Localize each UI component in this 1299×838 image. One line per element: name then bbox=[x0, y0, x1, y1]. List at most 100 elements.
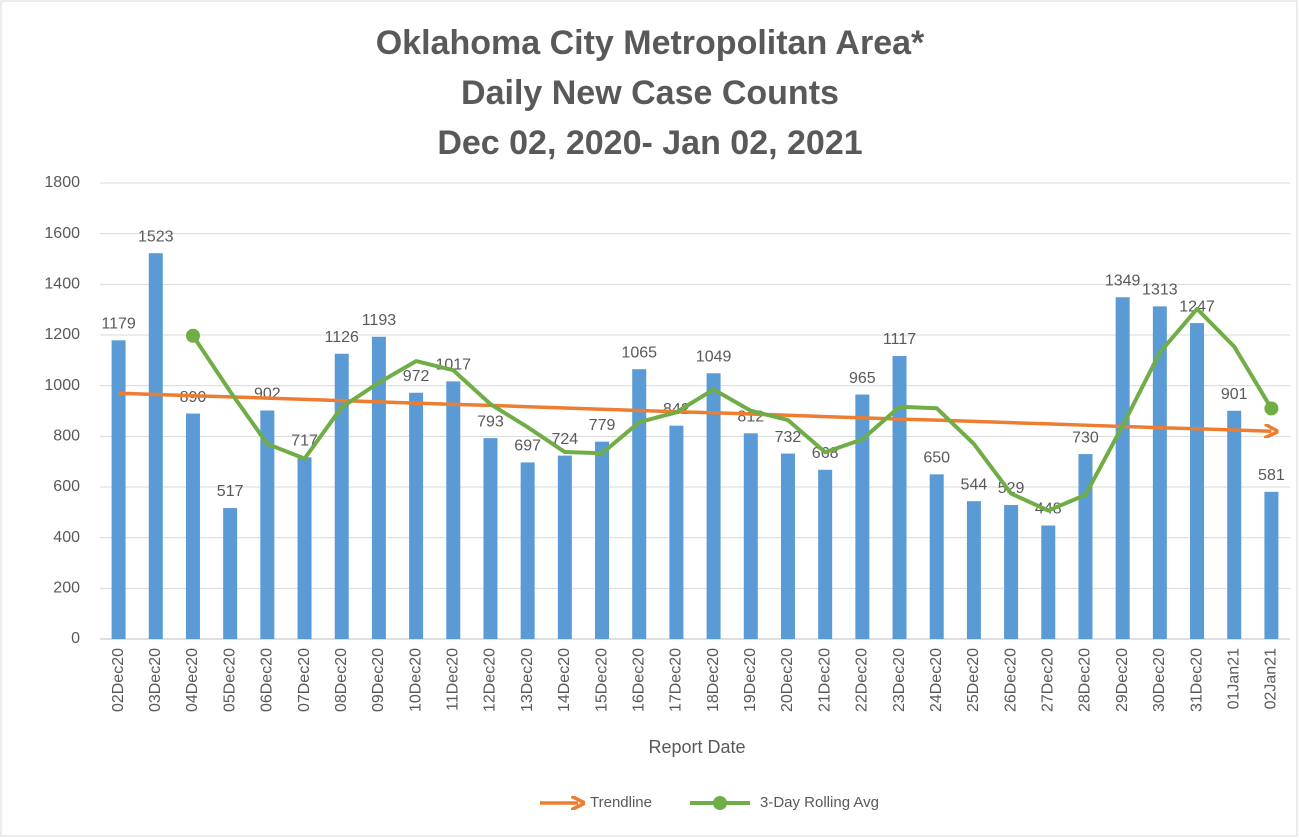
x-tick-label: 04Dec20 bbox=[184, 648, 201, 712]
x-tick-label: 11Dec20 bbox=[445, 648, 462, 711]
chart-title: Dec 02, 2020- Jan 02, 2021 bbox=[437, 124, 862, 162]
bar bbox=[557, 455, 572, 639]
data-label: 901 bbox=[1221, 386, 1248, 403]
bar bbox=[929, 474, 944, 639]
bar bbox=[334, 353, 349, 639]
bar bbox=[185, 413, 200, 639]
x-tick-label: 19Dec20 bbox=[742, 648, 759, 712]
x-tick-label: 10Dec20 bbox=[407, 648, 424, 712]
bar bbox=[780, 453, 795, 639]
x-tick-label: 01Jan21 bbox=[1225, 648, 1242, 709]
data-label: 902 bbox=[254, 386, 281, 403]
x-tick-label: 24Dec20 bbox=[928, 648, 945, 712]
series-marker bbox=[185, 328, 200, 343]
legend-swatch bbox=[713, 796, 727, 810]
trendline bbox=[118, 391, 1272, 431]
bar bbox=[1041, 525, 1056, 639]
x-tick-label: 02Dec20 bbox=[110, 648, 127, 712]
x-tick-label: 22Dec20 bbox=[854, 648, 871, 712]
data-label: 732 bbox=[775, 429, 802, 446]
y-tick-label: 200 bbox=[53, 580, 80, 597]
data-label: 779 bbox=[589, 417, 616, 434]
x-tick-label: 17Dec20 bbox=[668, 648, 685, 712]
y-tick-label: 400 bbox=[53, 529, 80, 546]
x-tick-label: 30Dec20 bbox=[1151, 648, 1168, 712]
bar bbox=[1115, 297, 1130, 639]
data-label: 724 bbox=[551, 431, 578, 448]
bar bbox=[1152, 306, 1167, 639]
data-label: 1126 bbox=[325, 329, 360, 346]
x-tick-label: 16Dec20 bbox=[630, 648, 647, 712]
y-tick-label: 1400 bbox=[44, 276, 80, 293]
y-tick-label: 1600 bbox=[44, 225, 80, 242]
data-label: 650 bbox=[923, 450, 950, 467]
y-tick-label: 800 bbox=[53, 428, 80, 445]
bar bbox=[892, 356, 907, 639]
data-label: 544 bbox=[961, 476, 988, 493]
x-tick-label: 12Dec20 bbox=[482, 648, 499, 712]
bar bbox=[223, 508, 238, 639]
bar bbox=[1190, 323, 1205, 639]
y-tick-label: 600 bbox=[53, 478, 80, 495]
bar bbox=[669, 425, 684, 639]
y-tick-label: 0 bbox=[71, 630, 80, 647]
x-tick-label: 07Dec20 bbox=[296, 648, 313, 712]
data-label: 1117 bbox=[883, 331, 916, 348]
x-tick-label: 21Dec20 bbox=[816, 648, 833, 712]
data-label: 717 bbox=[291, 433, 318, 450]
x-tick-label: 03Dec20 bbox=[147, 648, 164, 712]
x-tick-label: 20Dec20 bbox=[779, 648, 796, 712]
x-tick-label: 29Dec20 bbox=[1114, 648, 1131, 712]
legend-label: Trendline bbox=[590, 794, 652, 811]
data-label: 697 bbox=[514, 438, 541, 455]
x-tick-label: 23Dec20 bbox=[891, 648, 908, 712]
x-axis-label: Report Date bbox=[648, 737, 745, 757]
data-label: 1349 bbox=[1105, 272, 1141, 289]
x-tick-label: 13Dec20 bbox=[519, 648, 536, 712]
bar bbox=[371, 336, 386, 639]
bar bbox=[260, 410, 275, 639]
x-tick-label: 09Dec20 bbox=[370, 648, 387, 712]
bar bbox=[1264, 491, 1279, 639]
x-tick-label: 05Dec20 bbox=[221, 648, 238, 712]
x-tick-label: 28Dec20 bbox=[1077, 648, 1094, 712]
data-label: 1049 bbox=[696, 348, 732, 365]
y-tick-label: 1800 bbox=[44, 174, 80, 191]
x-tick-label: 02Jan21 bbox=[1263, 648, 1280, 709]
y-tick-label: 1200 bbox=[44, 326, 80, 343]
bar bbox=[111, 340, 126, 639]
bar bbox=[595, 441, 610, 639]
bar bbox=[483, 438, 498, 639]
bar bbox=[818, 469, 833, 639]
bar bbox=[706, 373, 721, 639]
data-label: 1179 bbox=[101, 316, 136, 333]
legend-label: 3-Day Rolling Avg bbox=[760, 794, 879, 811]
x-tick-label: 26Dec20 bbox=[1002, 648, 1019, 712]
x-tick-label: 14Dec20 bbox=[556, 648, 573, 712]
data-label: 1193 bbox=[362, 312, 397, 329]
data-label: 581 bbox=[1258, 467, 1285, 484]
data-label: 1523 bbox=[138, 228, 174, 245]
x-tick-label: 27Dec20 bbox=[1040, 648, 1057, 712]
bar bbox=[446, 381, 461, 639]
series-line bbox=[191, 306, 1274, 513]
data-label: 1065 bbox=[621, 344, 657, 361]
bar bbox=[1078, 454, 1093, 639]
bar bbox=[1004, 504, 1019, 639]
bar bbox=[520, 462, 535, 639]
x-tick-label: 31Dec20 bbox=[1188, 648, 1205, 712]
x-tick-label: 06Dec20 bbox=[259, 648, 276, 712]
bar bbox=[409, 392, 424, 639]
data-label: 1247 bbox=[1179, 298, 1215, 315]
chart-title: Oklahoma City Metropolitan Area* bbox=[376, 24, 925, 62]
series-marker bbox=[1264, 401, 1279, 416]
bar bbox=[855, 394, 870, 639]
x-tick-label: 25Dec20 bbox=[965, 648, 982, 712]
x-tick-label: 18Dec20 bbox=[705, 648, 722, 712]
x-tick-label: 08Dec20 bbox=[333, 648, 350, 712]
data-label: 1313 bbox=[1142, 282, 1178, 299]
data-label: 730 bbox=[1072, 429, 1099, 446]
bar bbox=[966, 501, 981, 639]
chart-title: Daily New Case Counts bbox=[461, 74, 839, 112]
